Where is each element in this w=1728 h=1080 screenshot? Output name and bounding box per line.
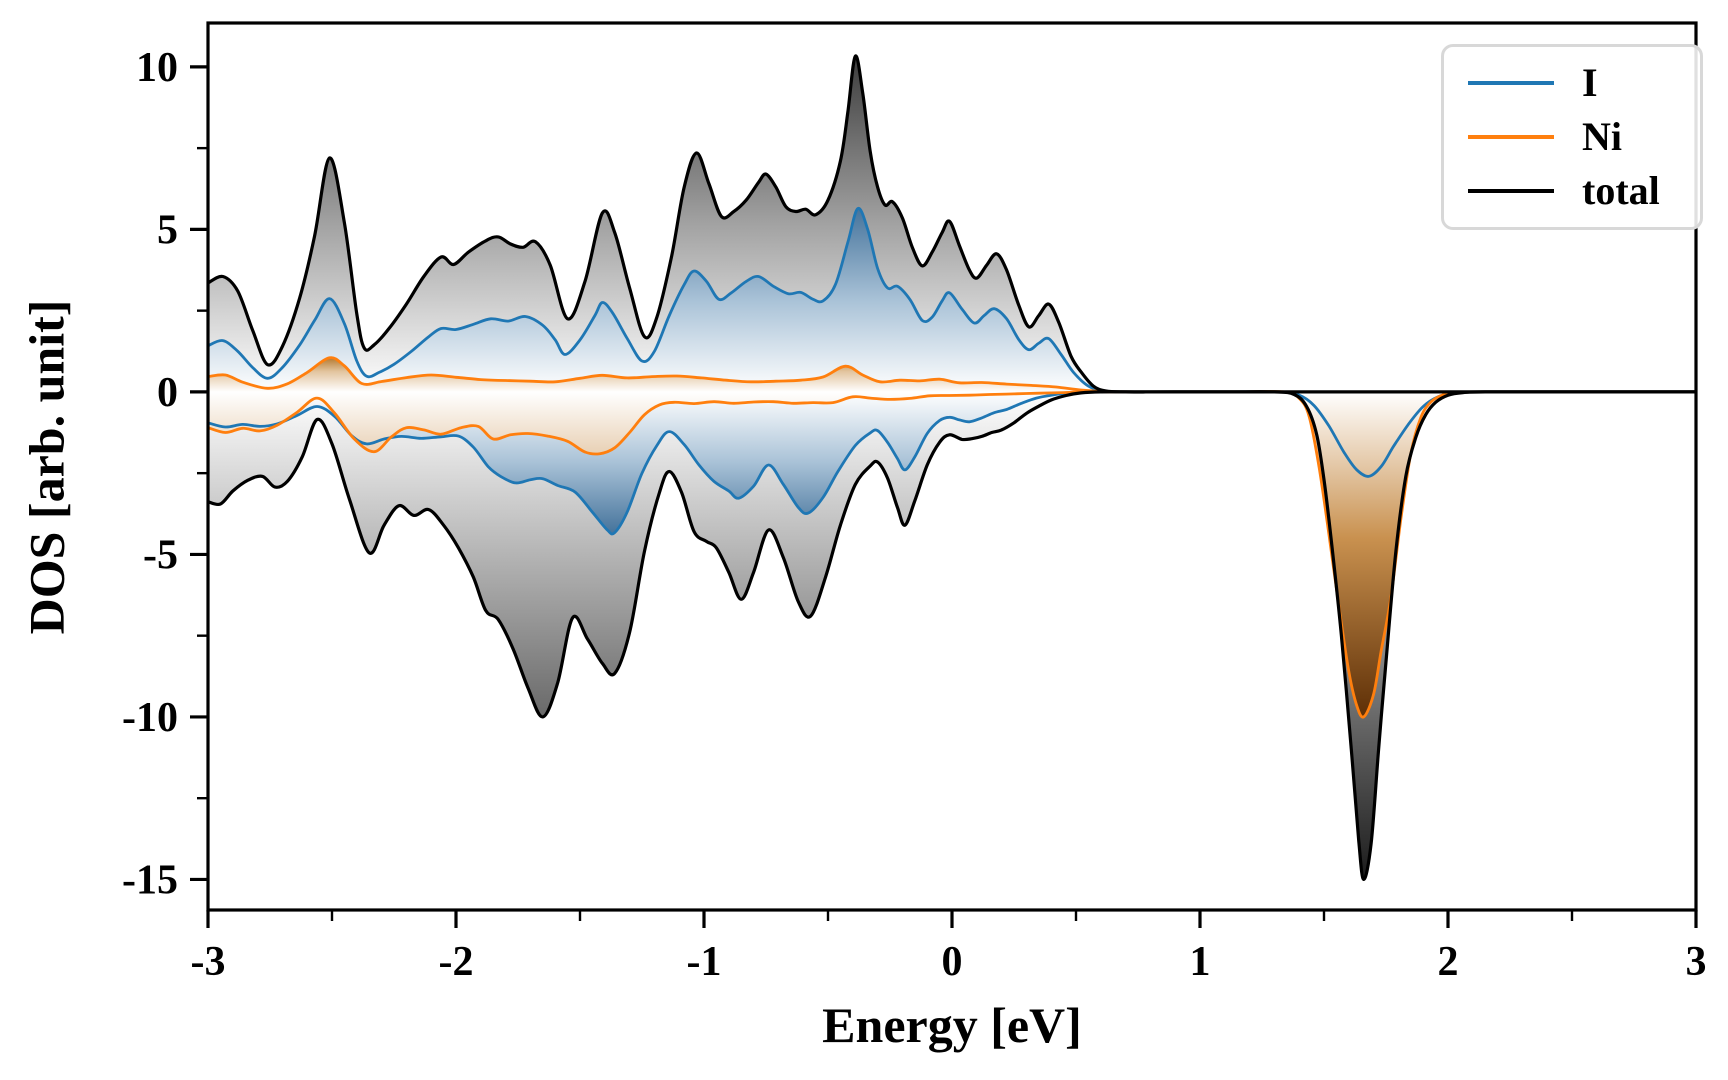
total-curve-up: [208, 54, 1696, 394]
x-tick-label: -3: [191, 939, 226, 985]
legend-label-total: total: [1582, 168, 1660, 213]
legend-line-i-icon: [1468, 81, 1554, 85]
total-fill-down: [208, 391, 1696, 880]
y-tick-label: 0: [157, 370, 178, 416]
x-tick-label: 3: [1686, 939, 1707, 985]
legend: I Ni total: [1441, 44, 1703, 230]
x-tick-label: -1: [687, 939, 722, 985]
Ni-curve-up: [208, 356, 1696, 394]
total-fill-up: [208, 55, 1696, 392]
y-tick-label: 10: [136, 45, 178, 91]
y-tick-label: -5: [143, 532, 178, 578]
legend-line-total-icon: [1468, 189, 1554, 193]
x-tick-label: -2: [439, 939, 474, 985]
x-axis-label-wrap: Energy [eV]: [208, 996, 1696, 1054]
legend-item-total: total: [1468, 171, 1684, 211]
x-tick-label: 1: [1190, 939, 1211, 985]
legend-item-i: I: [1468, 63, 1684, 103]
I-curve-up: [208, 207, 1696, 394]
total-curve-down: [208, 390, 1696, 882]
y-axis-label-wrap: DOS [arb. unit]: [0, 23, 92, 910]
legend-label-ni: Ni: [1582, 114, 1622, 159]
x-tick-label: 0: [942, 939, 963, 985]
y-tick-label: 5: [157, 207, 178, 253]
x-axis-label: Energy [eV]: [822, 997, 1082, 1053]
Ni-fill-up: [208, 357, 1696, 392]
legend-line-ni-icon: [1468, 135, 1554, 139]
Ni-curve-down: [208, 390, 1696, 719]
y-axis-label: DOS [arb. unit]: [18, 299, 75, 634]
x-tick-label: 2: [1438, 939, 1459, 985]
legend-item-ni: Ni: [1468, 117, 1684, 157]
I-fill-up: [208, 208, 1696, 392]
legend-label-i: I: [1582, 60, 1598, 105]
y-tick-label: -15: [122, 857, 178, 903]
y-tick-label: -10: [122, 695, 178, 741]
I-curve-down: [208, 390, 1696, 536]
